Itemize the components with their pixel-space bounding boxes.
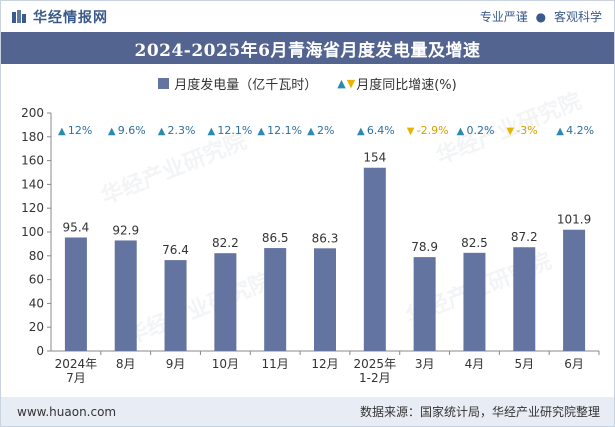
bar-value-label: 82.2 [212,236,239,250]
y-tick-label: 20 [29,320,44,334]
tagline: 专业严谨 ● 客观科学 [480,8,602,25]
y-tick-label: 140 [21,177,44,191]
x-tick-label: 10月 [212,357,239,371]
growth-up-marker: ▲ [457,126,465,137]
bar-value-label: 87.2 [511,230,538,244]
bar-value-label: 92.9 [112,223,139,237]
y-tick-label: 160 [21,154,44,168]
y-tick-label: 60 [29,273,44,287]
growth-up-marker: ▲ [357,126,365,137]
bar [164,260,187,351]
y-tick-label: 100 [21,225,44,239]
x-tick-label: 12月 [311,357,338,371]
growth-value-label: 9.6% [118,124,146,137]
y-tick-label: 80 [29,249,44,263]
growth-up-marker: ▲ [58,126,66,137]
bar-value-label: 101.9 [557,213,591,227]
bar [363,167,386,351]
growth-down-marker: ▼ [506,126,514,137]
bar [264,248,287,351]
x-tick-label: 9月 [166,357,186,371]
y-tick-label: 180 [21,130,44,144]
y-tick-label: 40 [29,296,44,310]
growth-value-label: 2% [317,124,334,137]
growth-up-marker: ▲ [307,126,315,137]
bar [463,252,486,351]
legend-item-growth: ▲ ▼ 月度同比增速(%) [337,74,456,93]
brand-logo-icon [12,9,26,23]
triangle-down-icon: ▼ [346,76,356,90]
bar [413,257,436,351]
x-tick-label: 8月 [116,357,136,371]
legend: 月度发电量（亿千瓦时） ▲ ▼ 月度同比增速(%) [1,73,614,93]
x-tick-label: 5月 [514,357,534,371]
x-tick-label: 11月 [262,357,289,371]
growth-value-label: 0.2% [466,124,494,137]
bar [214,253,237,351]
chart-title: 2024-2025年6月青海省月度发电量及增速 [1,32,614,64]
growth-value-label: -3% [516,124,537,137]
growth-up-marker: ▲ [257,126,265,137]
growth-value-label: 12.1% [267,124,302,137]
footer-source: 数据来源：国家统计局，华经产业研究院整理 [359,405,600,419]
bar [64,237,87,351]
growth-up-marker: ▲ [158,126,166,137]
footer: www.huaon.com 数据来源：国家统计局，华经产业研究院整理 [1,397,614,426]
x-tick-label: 2024年 [55,357,98,371]
tagline-left: 专业严谨 [479,10,528,24]
bar-value-label: 95.4 [63,220,90,234]
growth-down-marker: ▼ [407,126,415,137]
x-tick-label: 1-2月 [359,371,391,385]
growth-up-marker: ▲ [108,126,116,137]
bar-value-label: 154 [363,151,386,165]
bar-value-label: 78.9 [411,240,438,254]
growth-value-label: 4.2% [566,124,594,137]
growth-value-label: -2.9% [417,124,449,137]
x-tick-label: 3月 [415,357,435,371]
brand: 华经情报网 [11,7,108,27]
bar-value-label: 76.4 [162,243,189,257]
growth-up-marker: ▲ [208,126,216,137]
x-tick-label: 2025年 [354,357,397,371]
y-tick-label: 200 [21,106,44,120]
growth-value-label: 12% [68,124,92,137]
brand-name: 华经情报网 [33,9,108,26]
tagline-right: 客观科学 [553,10,602,24]
separator-dot-icon: ● [535,10,547,24]
bar-value-label: 82.5 [461,236,488,250]
top-bar: 华经情报网 专业严谨 ● 客观科学 [1,1,614,32]
y-tick-label: 0 [36,344,44,358]
bar [563,229,586,351]
y-tick-label: 120 [21,201,44,215]
growth-value-label: 12.1% [217,124,252,137]
bar-swatch-icon [158,77,170,89]
legend-label-growth: 月度同比增速(%) [356,77,457,93]
growth-value-label: 6.4% [367,124,395,137]
bar [314,248,336,351]
x-tick-label: 6月 [564,357,584,371]
x-tick-label: 4月 [465,357,485,371]
x-tick-label: 7月 [66,371,86,385]
growth-up-marker: ▲ [556,126,564,137]
triangle-up-icon: ▲ [337,76,346,90]
legend-label-generation: 月度发电量（亿千瓦时） [174,77,318,93]
bar [513,247,536,351]
bar-value-label: 86.3 [312,231,339,245]
legend-item-generation: 月度发电量（亿千瓦时） [158,74,317,93]
bar [114,240,137,351]
bar-value-label: 86.5 [262,231,289,245]
growth-value-label: 2.3% [168,124,196,137]
footer-website: www.huaon.com [17,404,117,419]
